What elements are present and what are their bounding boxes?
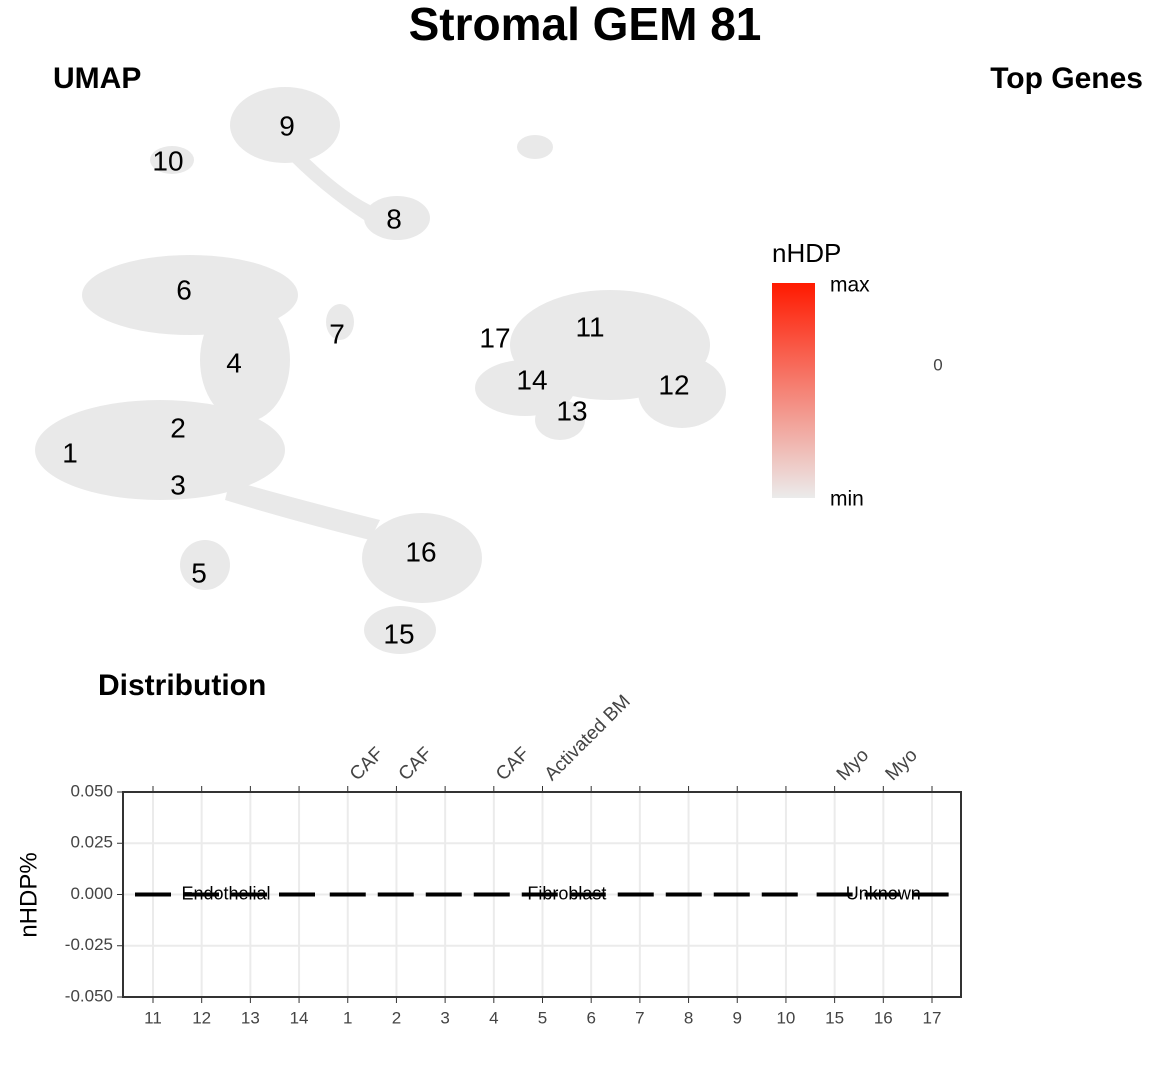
x-tick-label: 17 xyxy=(923,1008,942,1027)
series-label: Endothelial xyxy=(181,883,270,903)
cluster-label: 3 xyxy=(170,469,186,500)
figure-title: Stromal GEM 81 xyxy=(409,0,762,50)
series-label: Fibroblast xyxy=(527,883,606,903)
cluster-label: 5 xyxy=(191,557,207,588)
top-genes-value: 0 xyxy=(933,355,942,374)
top-label: Activated BM xyxy=(541,691,635,785)
top-label: Myo xyxy=(833,745,873,785)
cluster-label: 4 xyxy=(226,347,242,378)
x-tick-label: 10 xyxy=(776,1008,795,1027)
x-tick-label: 5 xyxy=(538,1008,547,1027)
legend-high: max xyxy=(830,274,870,297)
legend-low: min xyxy=(830,488,864,511)
umap-cells xyxy=(35,87,726,654)
cluster-label: 12 xyxy=(658,369,689,400)
cluster-label: 6 xyxy=(176,274,192,305)
cluster-label: 13 xyxy=(556,395,587,426)
x-tick-label: 13 xyxy=(241,1008,260,1027)
x-tick-label: 7 xyxy=(635,1008,644,1027)
umap-title: UMAP xyxy=(53,62,141,95)
y-axis-label: nHDP% xyxy=(15,852,42,937)
color-bar xyxy=(772,283,815,498)
top-label: CAF xyxy=(395,743,437,785)
cluster-label: 1 xyxy=(62,437,78,468)
x-tick-label: 15 xyxy=(825,1008,844,1027)
x-tick-label: 6 xyxy=(586,1008,595,1027)
cluster-label: 14 xyxy=(516,364,547,395)
cluster-label: 9 xyxy=(279,110,295,141)
cluster-label: 16 xyxy=(405,536,436,567)
cluster-label: 2 xyxy=(170,412,186,443)
top-label: CAF xyxy=(346,743,388,785)
series-label: Unknown xyxy=(846,883,921,903)
x-tick-label: 3 xyxy=(440,1008,449,1027)
top-label: Myo xyxy=(882,745,922,785)
y-tick-label: -0.025 xyxy=(65,935,113,954)
top-label: CAF xyxy=(492,743,534,785)
y-tick-label: -0.050 xyxy=(65,986,113,1005)
cluster-label: 17 xyxy=(479,322,510,353)
x-tick-label: 8 xyxy=(684,1008,693,1027)
cluster-label: 7 xyxy=(329,318,345,349)
y-tick-label: 0.050 xyxy=(70,781,113,800)
cluster-label: 8 xyxy=(386,203,402,234)
x-tick-label: 16 xyxy=(874,1008,893,1027)
x-tick-label: 9 xyxy=(733,1008,742,1027)
x-tick-label: 2 xyxy=(392,1008,401,1027)
cluster-label: 10 xyxy=(152,145,183,176)
top-genes-title: Top Genes xyxy=(990,62,1143,95)
cluster-label: 15 xyxy=(383,618,414,649)
legend-title: nHDP xyxy=(772,238,841,268)
y-tick-label: 0.000 xyxy=(70,884,113,903)
x-tick-label: 4 xyxy=(489,1008,498,1027)
x-tick-label: 11 xyxy=(144,1008,162,1027)
x-tick-label: 1 xyxy=(343,1008,352,1027)
cluster-label: 11 xyxy=(575,311,604,342)
y-tick-label: 0.025 xyxy=(70,833,113,852)
x-tick-label: 12 xyxy=(192,1008,211,1027)
distribution-title: Distribution xyxy=(98,669,266,702)
x-tick-label: 14 xyxy=(290,1008,309,1027)
